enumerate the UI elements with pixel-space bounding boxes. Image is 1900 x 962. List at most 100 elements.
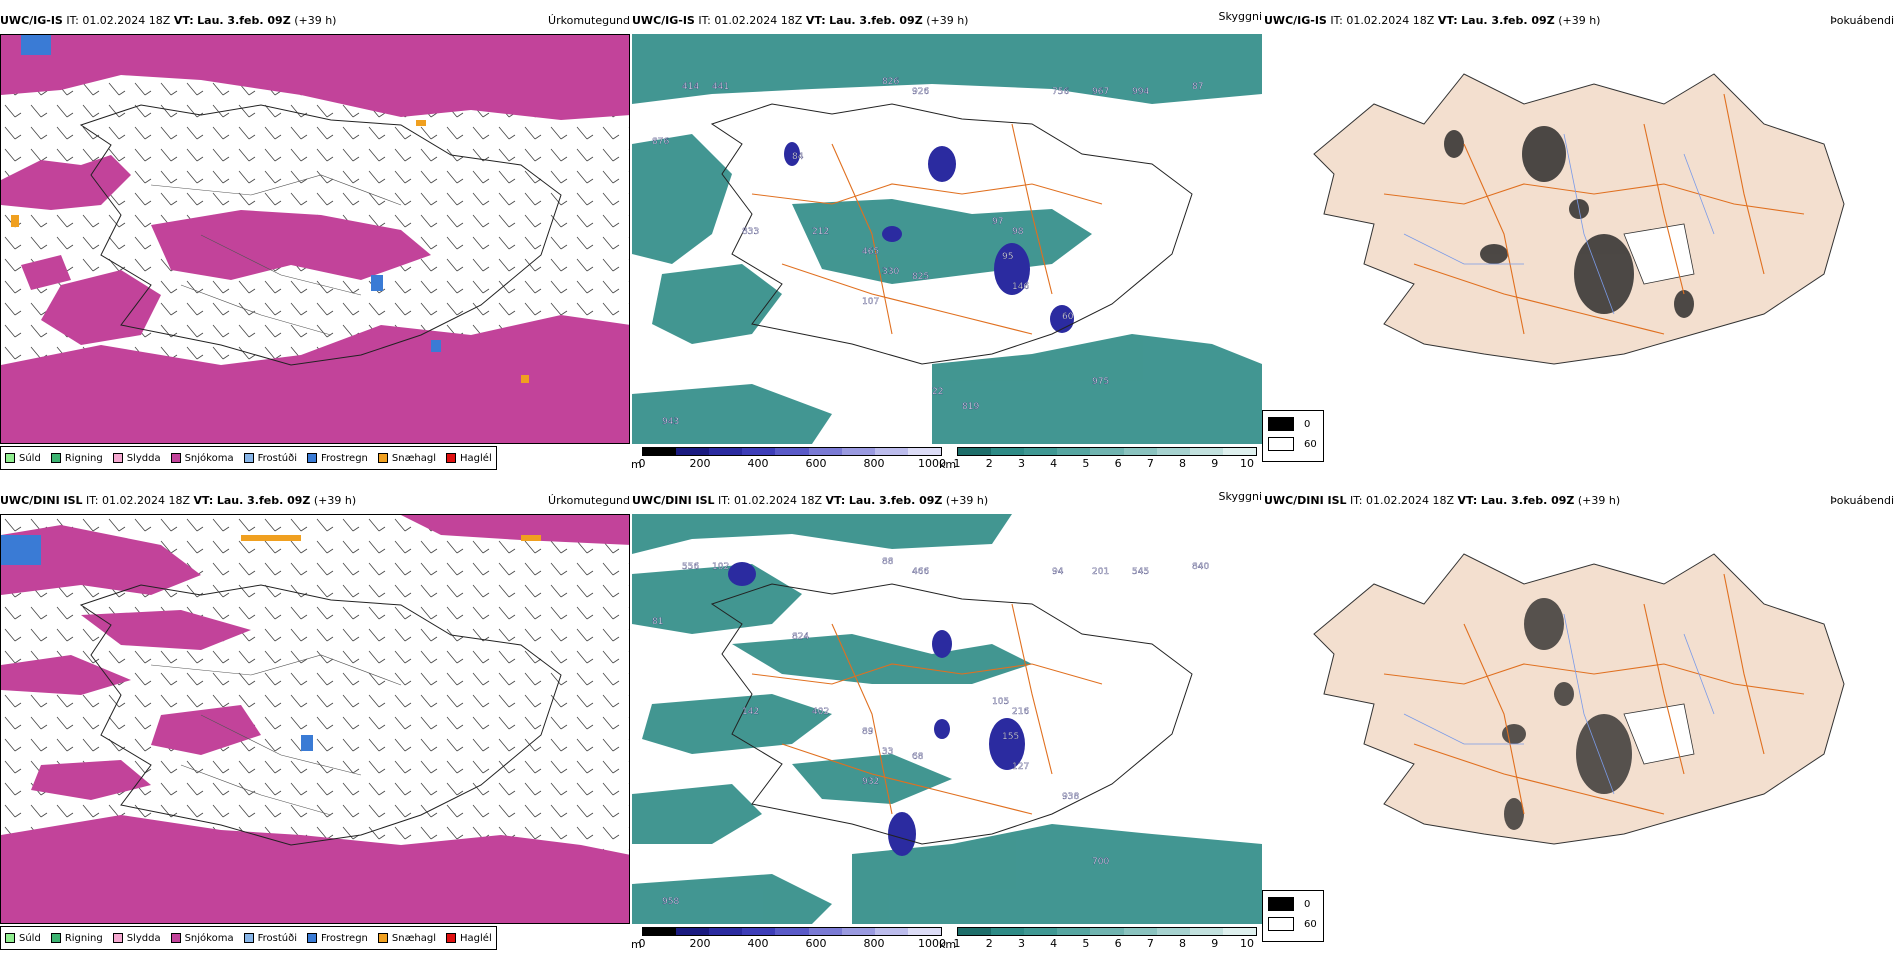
fog-map[interactable]	[1264, 514, 1894, 924]
iceland-land	[1313, 553, 1845, 845]
legend-item: Frostúði	[243, 453, 297, 464]
cloud-height-label: 146	[1012, 282, 1029, 292]
fog-index-legend: 0 60	[1262, 890, 1324, 942]
legend-swatch	[112, 453, 123, 463]
tick-label: 8	[1179, 457, 1187, 470]
tick-label: 0	[638, 457, 646, 470]
fog-map[interactable]	[1264, 34, 1894, 444]
tick-label: 4	[1050, 937, 1058, 950]
cloud-height-label: 943	[662, 417, 679, 427]
tick-label: 1	[953, 457, 961, 470]
cloud-height-label: 967	[1092, 87, 1109, 97]
low-cloud-areas	[632, 514, 1262, 924]
cloud-height-label: 216	[1012, 707, 1029, 717]
panel-title: Skyggni	[1218, 490, 1262, 503]
iceland-coastline	[710, 583, 1193, 845]
init-time: IT: 01.02.2024 18Z	[66, 14, 171, 27]
high-cloud-spots	[728, 562, 1025, 856]
cloud-map[interactable]: 556 102 88 466 94 201 545 840 824 81 142 402 89 33 68 9…	[632, 514, 1262, 924]
cloud-map[interactable]: 414 441 826 926 756 967 994 87 84 876 833 212 465 330…	[632, 34, 1262, 444]
precip-panel-row1: UWC/IG-IS IT: 01.02.2024 18Z VT: Lau. 3.…	[0, 12, 630, 482]
tick-label: 2	[985, 457, 993, 470]
tick-label: 1	[953, 937, 961, 950]
rivers	[1403, 133, 1715, 315]
high-cloud-spots	[784, 142, 1074, 333]
legend-swatch	[377, 933, 388, 943]
panel-header: UWC/IG-IS IT: 01.02.2024 18Z VT: Lau. 3.…	[632, 10, 1262, 34]
precip-panel-row2: UWC/DINI ISL IT: 01.02.2024 18Z VT: Lau.…	[0, 492, 630, 962]
valid-time-label: VT:	[193, 494, 214, 507]
tick-label: 5	[1082, 937, 1090, 950]
cloud-height-label: 95	[1002, 252, 1013, 262]
panel-header: UWC/DINI ISL IT: 01.02.2024 18Z VT: Lau.…	[0, 494, 630, 514]
roads	[751, 123, 1103, 335]
tick-label: 600	[805, 937, 827, 950]
snow-pellet-spots	[241, 535, 541, 541]
visibility-colorbar: 1 2 3 4 5 6 7 8 9 10 km	[939, 447, 1257, 473]
cloud-height-label: 466	[912, 567, 929, 577]
legend-item: Frostregn	[307, 453, 368, 464]
cloud-height-label: 89	[862, 727, 874, 737]
glacier-clear	[1623, 703, 1695, 765]
tick-label: 8	[1179, 937, 1187, 950]
visibility-ticks: 1 2 3 4 5 6 7 8 9 10	[953, 936, 1257, 950]
legend-item: Haglél	[446, 933, 492, 944]
fog-legend-60: 60	[1304, 918, 1317, 930]
iceland-coastline	[79, 104, 562, 366]
cloud-height-label: 465	[862, 247, 879, 257]
legend-label: Súld	[19, 452, 41, 464]
visibility-unit: km	[939, 458, 957, 471]
tick-label: 10	[1240, 457, 1254, 470]
visibility-unit: km	[939, 938, 957, 951]
legend-item: Frostregn	[307, 933, 368, 944]
legend-label: Snæhagl	[391, 452, 437, 464]
precip-map[interactable]	[0, 514, 630, 924]
precip-type-legend: Súld Rigning Slydda Snjókoma Frostúði Frostre…	[0, 926, 497, 950]
cloud-height-label: 105	[992, 697, 1009, 707]
legend-label: Frostúði	[257, 932, 297, 944]
cloud-height-label: 98	[1012, 227, 1024, 237]
cloud-height-label: 102	[712, 562, 729, 572]
valid-time: Lau. 3.feb. 09Z	[216, 494, 311, 507]
tick-label: 800	[863, 457, 885, 470]
cloud-height-ticks: 0 200 400 600 800 1000	[639, 936, 947, 950]
legend-label: Slydda	[126, 932, 161, 944]
cloud-height-label: 68	[912, 752, 924, 762]
roads	[1383, 93, 1805, 335]
tick-label: 7	[1146, 937, 1154, 950]
visibility-colorbar-bar	[957, 927, 1257, 936]
precip-map-svg	[1, 515, 629, 923]
init-time: IT: 01.02.2024 18Z	[86, 494, 191, 507]
legend-label: Haglél	[460, 932, 492, 944]
legend-swatch	[50, 933, 61, 943]
low-cloud-areas	[632, 34, 1262, 444]
cloud-map-svg: 414 441 826 926 756 967 994 87 84 876 833 212 465330…	[632, 34, 1262, 444]
roads	[751, 603, 1103, 815]
model-name: UWC/IG-IS	[632, 14, 695, 27]
legend-swatch	[170, 453, 181, 463]
init-time: IT: 01.02.2024 18Z	[718, 494, 823, 507]
tick-label: 400	[747, 457, 769, 470]
panel-title: Skyggni	[1218, 10, 1262, 23]
tick-label: 2	[985, 937, 993, 950]
legend-item: Rigning	[50, 933, 103, 944]
fog-areas	[1444, 126, 1694, 318]
cloud-height-label: 556	[682, 562, 699, 572]
tick-label: 3	[1017, 937, 1025, 950]
legend-swatch	[243, 933, 254, 943]
roads	[150, 174, 402, 336]
valid-time: Lau. 3.feb. 09Z	[1480, 494, 1575, 507]
legend-item: Frostúði	[243, 932, 297, 944]
cloud-height-label: 825	[912, 272, 929, 282]
cloud-height-label: 22	[932, 387, 943, 397]
cloud-height-label: 330	[882, 267, 899, 277]
cloud-height-label: 60	[1062, 312, 1074, 322]
precip-map[interactable]	[0, 34, 630, 444]
tick-label: 400	[747, 937, 769, 950]
legend-swatch	[5, 933, 15, 943]
height-unit: m	[631, 938, 642, 951]
legend-swatch	[307, 933, 317, 943]
roads	[1383, 573, 1805, 815]
cloud-height-label: 142	[742, 707, 759, 717]
model-name: UWC/DINI ISL	[632, 494, 715, 507]
